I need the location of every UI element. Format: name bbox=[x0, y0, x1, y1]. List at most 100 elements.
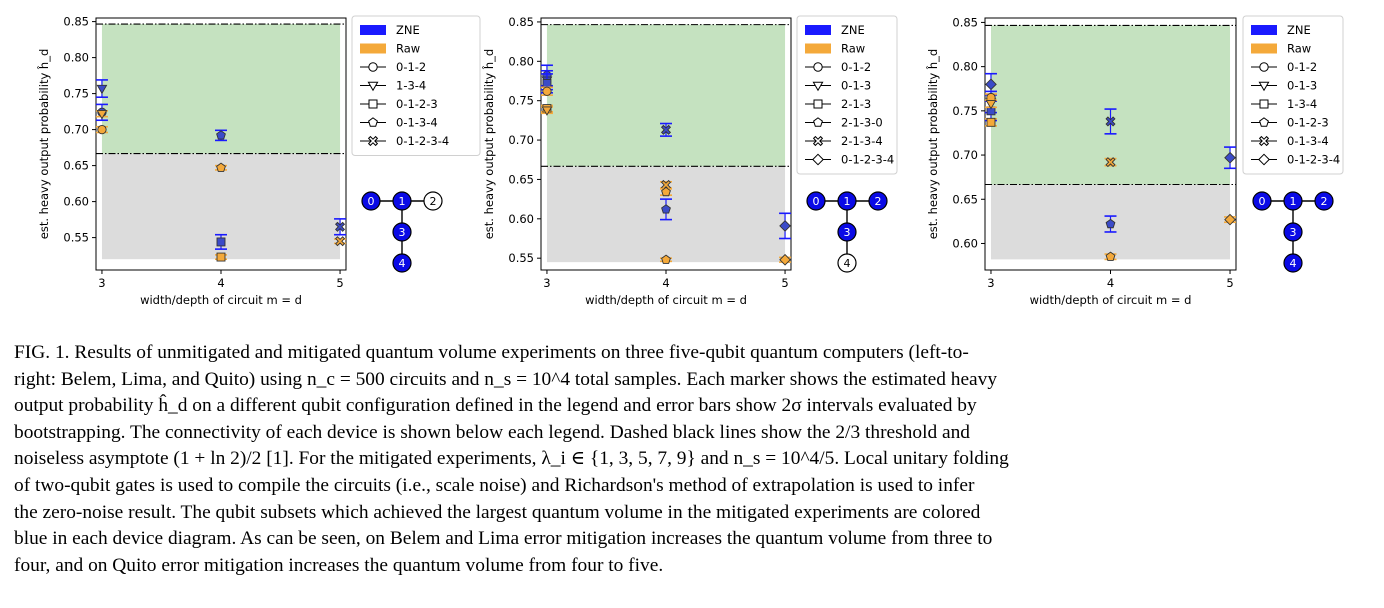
qubit-node bbox=[868, 191, 888, 211]
qubit-node bbox=[392, 222, 412, 242]
legend-label: 0-1-3 bbox=[841, 79, 871, 93]
legend-patch bbox=[1251, 25, 1277, 35]
legend-marker bbox=[813, 117, 823, 127]
legend-patch bbox=[360, 43, 386, 54]
legend-item: 0-1-3 bbox=[1251, 79, 1317, 93]
legend-item: 0-1-2-3-4 bbox=[360, 134, 449, 148]
y-axis-label: est. heavy output probability ĥ_d bbox=[481, 49, 496, 240]
x-tick-label: 5 bbox=[336, 276, 343, 290]
qubit-label: 0 bbox=[813, 195, 820, 208]
data-point-raw bbox=[661, 254, 671, 264]
caption-line: of two-qubit gates is used to compile th… bbox=[14, 474, 975, 496]
y-tick-label: 0.55 bbox=[63, 231, 89, 245]
data-point-zne bbox=[542, 78, 552, 88]
qubit-node bbox=[1283, 222, 1303, 242]
chart-panel-belem: 3 4 5 0.55 0.60 0.65 0.70 0.75 0.80 0.85 width/dep… bbox=[36, 15, 481, 307]
caption-line: blue in each device diagram. As can be s… bbox=[14, 528, 993, 550]
qubit-node bbox=[361, 191, 381, 211]
data-point-zne bbox=[96, 84, 108, 95]
data-point-zne bbox=[335, 221, 346, 232]
legend-label: 2-1-3-4 bbox=[841, 134, 883, 148]
data-point-raw bbox=[216, 252, 226, 262]
legend-item: 0-1-2-3-4 bbox=[1251, 153, 1340, 167]
x-tick-label: 3 bbox=[98, 276, 105, 290]
legend: ZNE Raw 0-1-2 0-1-3 2-1-3 2-1-3-0 2-1-3-4 0-1-2… bbox=[796, 15, 898, 175]
y-axis-label: est. heavy output probability ĥ_d bbox=[36, 49, 51, 240]
y-tick-label: 0.65 bbox=[508, 172, 534, 186]
legend-label: ZNE bbox=[841, 23, 865, 37]
data-point-raw bbox=[660, 179, 672, 190]
y-tick-label: 0.55 bbox=[508, 251, 534, 265]
data-point-zne bbox=[779, 220, 791, 232]
legend-label: 0-1-2-3-4 bbox=[841, 153, 894, 167]
caption-line: right: Belem, Lima, and Quito) using n_c… bbox=[14, 368, 998, 390]
data-point-raw bbox=[985, 100, 997, 110]
qubit-label: 1 bbox=[844, 195, 851, 208]
qubit-node bbox=[392, 253, 412, 273]
legend-item: 0-1-3-4 bbox=[360, 116, 438, 130]
caption-line: four, and on Quito error mitigation incr… bbox=[14, 554, 664, 576]
data-point-raw bbox=[96, 110, 108, 120]
legend-label: 0-1-3 bbox=[1287, 79, 1317, 93]
legend-item: 2-1-3 bbox=[805, 97, 871, 111]
data-point-zne bbox=[1105, 218, 1116, 229]
data-point-raw bbox=[779, 253, 791, 266]
legend-item: 2-1-3-0 bbox=[805, 116, 883, 130]
y-tick-label: 0.70 bbox=[63, 123, 89, 137]
legend-item: 0-1-3 bbox=[805, 79, 871, 93]
qubit-node bbox=[806, 191, 826, 211]
legend-label: 0-1-2 bbox=[1287, 60, 1317, 74]
y-tick-label: 0.80 bbox=[63, 51, 89, 65]
legend-label: 2-1-3-0 bbox=[841, 116, 883, 130]
qubit-node bbox=[1283, 191, 1303, 211]
legend-marker bbox=[1259, 62, 1269, 72]
qubit-label: 1 bbox=[1290, 195, 1297, 208]
legend-item: 0-1-3-4 bbox=[1251, 134, 1329, 148]
legend-label: 1-3-4 bbox=[1287, 97, 1317, 111]
legend-marker bbox=[1259, 99, 1269, 109]
y-tick-label: 0.80 bbox=[952, 60, 978, 74]
legend-marker bbox=[812, 135, 824, 147]
qubit-label: 2 bbox=[1321, 195, 1328, 208]
data-point-raw bbox=[216, 162, 226, 172]
legend-marker bbox=[368, 99, 378, 109]
data-point-zne bbox=[1224, 151, 1236, 164]
legend-label: ZNE bbox=[1287, 23, 1311, 37]
legend-label: Raw bbox=[396, 42, 420, 56]
data-point-raw bbox=[542, 86, 552, 96]
y-tick-label: 0.75 bbox=[508, 94, 534, 108]
figure: 3 4 5 0.55 0.60 0.65 0.70 0.75 0.80 0.85 width/dep… bbox=[36, 15, 1344, 307]
y-tick-label: 0.60 bbox=[508, 212, 534, 226]
y-tick-label: 0.65 bbox=[63, 159, 89, 173]
x-axis-label: width/depth of circuit m = d bbox=[1030, 293, 1192, 307]
legend-label: 0-1-2-3-4 bbox=[396, 134, 449, 148]
legend-item: 1-3-4 bbox=[360, 79, 426, 93]
legend: ZNE Raw 0-1-2 0-1-3 1-3-4 0-1-2-3 0-1-3-4 0-1-2… bbox=[1242, 15, 1344, 175]
data-point-raw bbox=[661, 186, 671, 197]
legend-marker bbox=[1258, 81, 1270, 92]
legend-item: 1-3-4 bbox=[1251, 97, 1317, 111]
data-point-zne bbox=[1105, 116, 1116, 127]
legend-label: 0-1-2-3 bbox=[396, 97, 438, 111]
legend: ZNE Raw 0-1-2 1-3-4 0-1-2-3 0-1-3-4 0-1-2-3-4 bbox=[351, 15, 481, 156]
legend-marker bbox=[812, 153, 824, 166]
legend-label: 0-1-2 bbox=[396, 60, 426, 74]
x-tick-label: 3 bbox=[543, 276, 550, 290]
legend-marker bbox=[813, 62, 823, 72]
legend-label: 0-1-2 bbox=[841, 60, 871, 74]
x-tick-label: 3 bbox=[987, 276, 994, 290]
x-axis-label: width/depth of circuit m = d bbox=[585, 293, 747, 307]
legend-marker bbox=[367, 135, 379, 147]
legend-marker bbox=[1258, 153, 1270, 166]
legend-item: 2-1-3-4 bbox=[805, 134, 883, 148]
qubit-label: 0 bbox=[1259, 195, 1266, 208]
qubit-node bbox=[1252, 191, 1272, 211]
legend-label: 0-1-2-3-4 bbox=[1287, 153, 1340, 167]
legend-item: 0-1-2-3-4 bbox=[805, 153, 894, 167]
data-point-raw bbox=[541, 106, 553, 116]
x-tick-label: 4 bbox=[217, 276, 224, 290]
legend-item: ZNE bbox=[1251, 23, 1311, 37]
chart-panel-lima: 3 4 5 0.55 0.60 0.65 0.70 0.75 0.80 0.85 width/dep… bbox=[481, 15, 898, 307]
qubit-node bbox=[392, 191, 412, 211]
caption-line: the zero-noise result. The qubit subsets… bbox=[14, 501, 981, 523]
